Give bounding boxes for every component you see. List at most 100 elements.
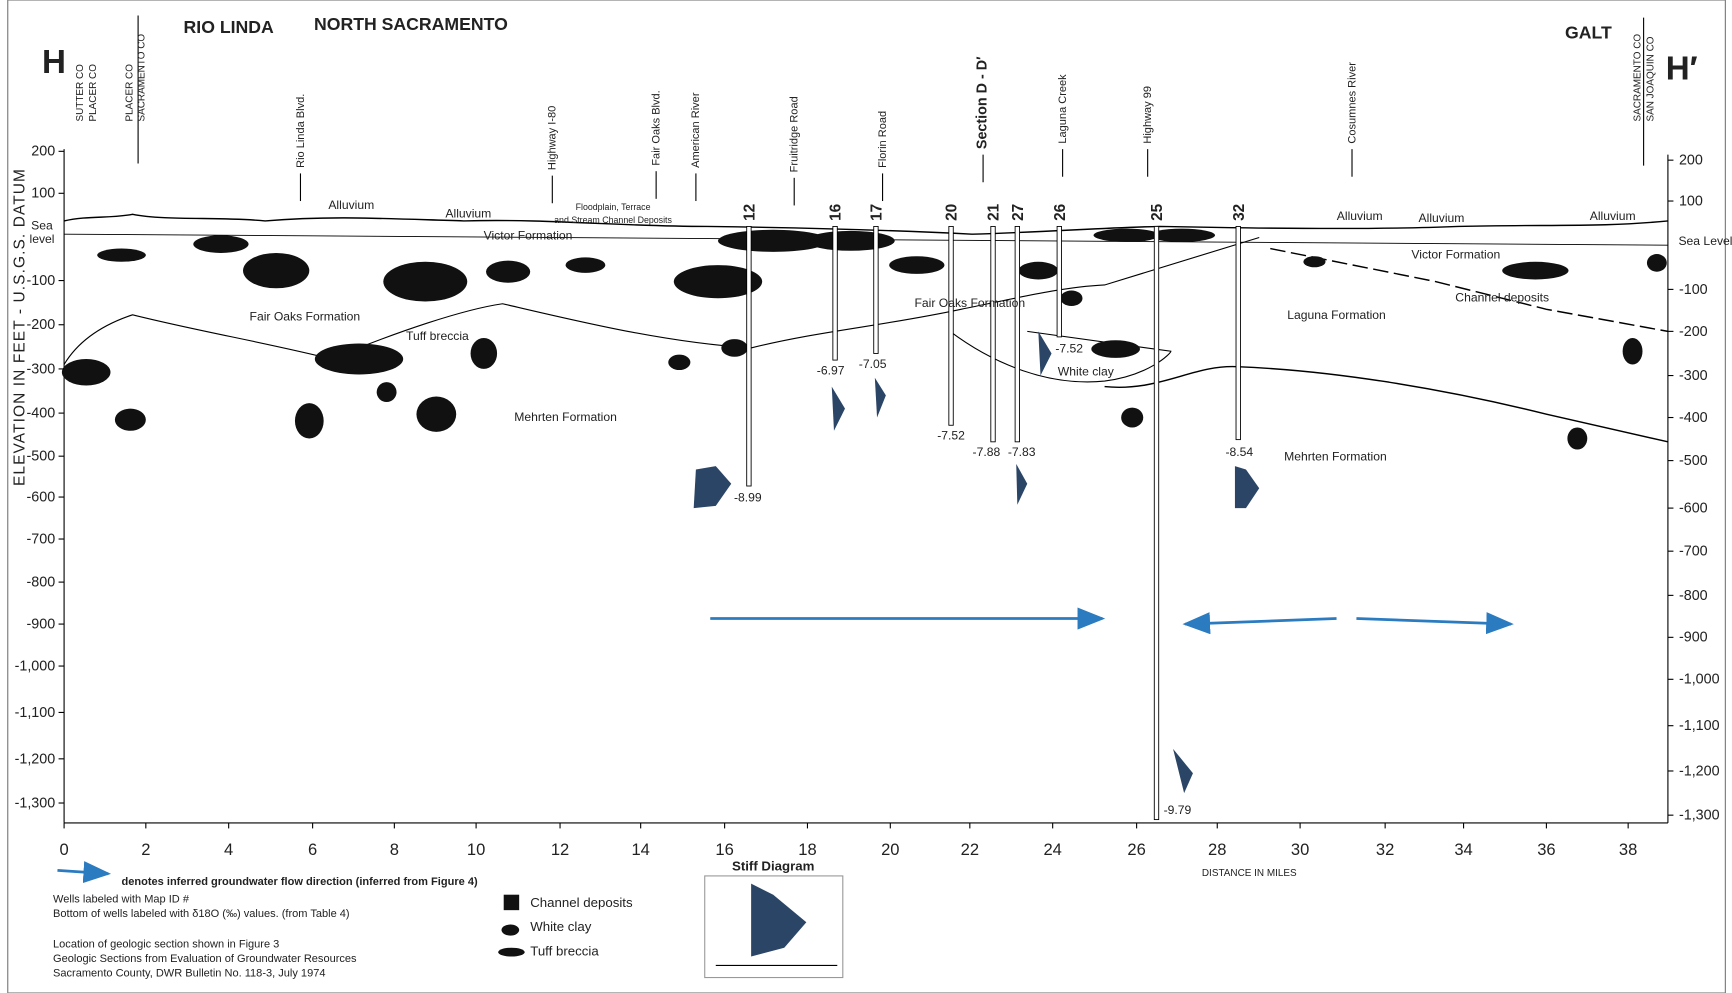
well — [1056, 225, 1062, 338]
unit-label: Sea Level — [1678, 234, 1732, 248]
well-id: 12 — [741, 204, 758, 221]
x-tick-label: 20 — [881, 840, 899, 859]
y-tick-label: -800 — [27, 575, 56, 591]
y-tick-label: -1,200 — [1679, 763, 1720, 779]
y-tick-label: -1,300 — [1679, 808, 1720, 824]
county-line: SUTTER CO — [75, 64, 86, 122]
right-marker: H′ — [1666, 51, 1698, 88]
well-id: 32 — [1231, 204, 1248, 221]
flow-arrows — [57, 607, 1514, 884]
y-tick-label: -200 — [1679, 324, 1708, 340]
y-tick-label: -1,100 — [15, 705, 56, 721]
landmark: Cosumnes River — [1346, 62, 1358, 144]
well — [1153, 225, 1160, 821]
place-name: GALT — [1565, 23, 1612, 43]
landmark: Highway I-80 — [547, 106, 559, 170]
y-tick-label: 100 — [1679, 193, 1703, 209]
county-line: SAN JOAQUIN CO — [1646, 36, 1657, 121]
y-tick-label: -200 — [27, 317, 56, 333]
county-line: SACRAMENTO CO — [1632, 34, 1643, 122]
y-tick-label: -300 — [1679, 368, 1708, 384]
place-name: NORTH SACRAMENTO — [314, 14, 508, 34]
well — [1014, 225, 1020, 443]
x-tick-label: 16 — [715, 840, 733, 859]
x-tick-label: 34 — [1454, 840, 1472, 859]
x-tick-label: 14 — [631, 840, 649, 859]
y-tick-label: -300 — [27, 361, 56, 377]
landmark: Highway 99 — [1142, 86, 1154, 144]
x-tick-label: 28 — [1208, 840, 1226, 859]
well-d18o: -8.54 — [1225, 445, 1253, 459]
y-tick-label: -400 — [27, 406, 56, 422]
unit-label: and Stream Channel Deposits — [554, 215, 672, 225]
legend-item: White clay — [530, 919, 591, 934]
note: Bottom of wells labeled with δ18O (‰) va… — [53, 908, 350, 920]
unit-label: Mehrten Formation — [514, 410, 617, 424]
well-id: 20 — [944, 204, 961, 221]
y-tick-label: 100 — [31, 186, 55, 202]
x-tick-label: 24 — [1043, 840, 1061, 859]
unit-label: White clay — [1058, 365, 1115, 379]
well-id: 27 — [1010, 204, 1027, 221]
well-d18o: -9.79 — [1164, 803, 1192, 817]
well-d18o: -7.52 — [937, 429, 965, 443]
unit-label: Alluvium — [445, 207, 491, 221]
x-axis-title: DISTANCE IN MILES — [1202, 868, 1297, 879]
y-tick-label: -900 — [1679, 630, 1708, 646]
landmark: Fruitridge Road — [789, 96, 801, 172]
left-marker: H — [42, 44, 66, 81]
unit-label: Alluvium — [1590, 209, 1636, 223]
well-id: 26 — [1052, 203, 1069, 221]
unit-label: Alluvium — [328, 198, 374, 212]
x-tick-label: 18 — [798, 840, 816, 859]
unit-label: Victor Formation — [1411, 247, 1500, 261]
well-id: 25 — [1149, 203, 1166, 221]
x-tick-label: 26 — [1127, 840, 1145, 859]
landmark: Florin Road — [877, 111, 889, 168]
x-tick-label: 6 — [308, 840, 317, 859]
x-tick-label: 36 — [1537, 840, 1555, 859]
unit-label: Floodplain, Terrace — [576, 202, 651, 212]
y-tick-label: -900 — [27, 616, 56, 632]
county-line: PLACER CO — [125, 64, 136, 122]
y-tick-label: -1,000 — [1679, 672, 1720, 688]
well — [832, 225, 838, 361]
axes — [63, 15, 1669, 824]
y-tick-label: -700 — [27, 531, 56, 547]
unit-label: Fair Oaks Formation — [915, 296, 1026, 310]
unit-label: Alluvium — [1419, 211, 1465, 225]
note: Sacramento County, DWR Bulletin No. 118-… — [53, 967, 325, 979]
x-tick-label: 2 — [141, 840, 150, 859]
deposits — [61, 228, 1667, 450]
well-id: 21 — [986, 203, 1003, 221]
y-tick-label: -600 — [1679, 501, 1708, 517]
y-tick-label: -600 — [27, 489, 56, 505]
landmark: Rio Linda Blvd. — [295, 94, 307, 168]
well-d18o: -7.88 — [973, 445, 1001, 459]
x-tick-label: 8 — [390, 840, 399, 859]
x-tick-label: 4 — [224, 840, 233, 859]
y-tick-label: -1,300 — [15, 795, 56, 811]
landmark: Fair Oaks Blvd. — [650, 90, 662, 165]
unit-label: Mehrten Formation — [1284, 450, 1387, 464]
y-tick-label: -1,200 — [15, 751, 56, 767]
unit-label: level — [30, 232, 55, 246]
well-d18o: -8.99 — [734, 490, 762, 504]
y-tick-label: -500 — [27, 449, 56, 465]
well — [1235, 225, 1241, 441]
y-tick-label: -800 — [1679, 588, 1708, 604]
y-tick-label: 200 — [1679, 153, 1703, 169]
note: Wells labeled with Map ID # — [53, 893, 190, 905]
note: Location of geologic section shown in Fi… — [53, 939, 279, 951]
y-tick-label: -1,000 — [15, 658, 56, 674]
unit-label: Tuff breccia — [406, 329, 469, 343]
legend-item: Tuff breccia — [530, 943, 599, 958]
y-tick-label: -400 — [1679, 410, 1708, 426]
y-tick-label: -1,100 — [1679, 718, 1720, 734]
x-tick-label: 38 — [1619, 840, 1637, 859]
x-tick-label: 12 — [551, 840, 569, 859]
legend-item: Channel deposits — [530, 895, 633, 910]
x-tick-label: 0 — [59, 840, 68, 859]
y-tick-label: -100 — [27, 273, 56, 289]
